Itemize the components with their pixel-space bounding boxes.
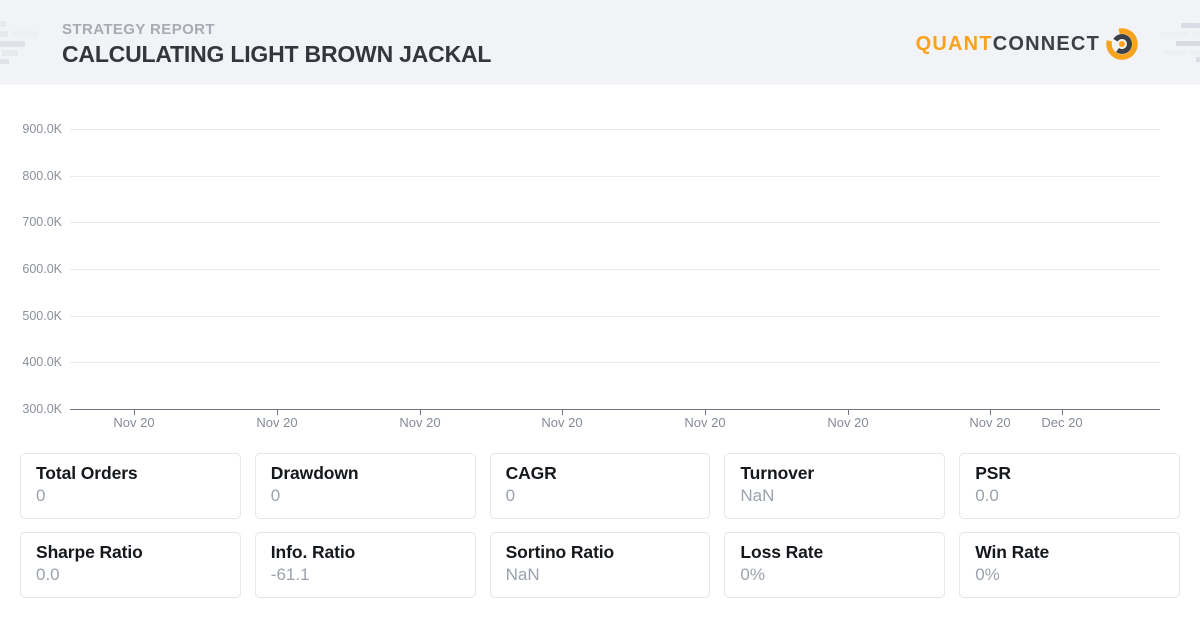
decor-bar: [2, 50, 18, 56]
stat-label: Sortino Ratio: [505, 542, 615, 562]
x-axis-tick-label: Nov 20: [541, 415, 583, 430]
gridline-row: 800.0K: [0, 168, 1200, 184]
stat-value: 0: [36, 486, 46, 505]
stat-card-total-orders: Total Orders 0: [20, 453, 241, 519]
x-axis-tick-label: Nov 20: [684, 415, 726, 430]
decor-bar: [1190, 50, 1200, 55]
stat-value: -61.1: [270, 565, 310, 584]
gridline-row: 700.0K: [0, 214, 1200, 230]
x-axis-line: [70, 409, 1160, 410]
stat-value: NaN: [740, 486, 775, 505]
gridline: [70, 269, 1160, 270]
stat-card-cagr: CAGR 0: [489, 453, 711, 519]
x-axis-tick: [705, 409, 706, 415]
equity-chart: 900.0K 800.0K 700.0K 600.0K 500.0K 400.0…: [0, 85, 1200, 445]
y-axis-tick-label: 300.0K: [22, 402, 62, 416]
stat-value: NaN: [505, 565, 540, 584]
gridline-row: 900.0K: [0, 121, 1200, 137]
decor-bar: [0, 41, 25, 47]
y-axis-tick-label: 500.0K: [22, 309, 62, 323]
stat-card-info-ratio: Info. Ratio -61.1: [254, 532, 476, 598]
decor-bar: [1181, 23, 1200, 28]
stat-value: 0%: [975, 565, 1000, 584]
y-axis-tick-label: 400.0K: [22, 355, 62, 369]
quantconnect-spiral-mark-icon: [1106, 28, 1138, 60]
y-axis-tick-label: 600.0K: [22, 262, 62, 276]
stat-label: Turnover: [740, 463, 815, 483]
stat-label: Sharpe Ratio: [36, 542, 143, 562]
y-axis-tick-label: 900.0K: [22, 122, 62, 136]
stat-card-psr: PSR 0.0: [959, 453, 1180, 519]
x-axis-tick: [420, 409, 421, 415]
gridline: [70, 176, 1160, 177]
x-axis-tick-label: Nov 20: [969, 415, 1011, 430]
stats-grid: Total Orders 0 Drawdown 0 CAGR 0 Turnove…: [0, 453, 1200, 598]
stat-value: 0.0: [36, 565, 60, 584]
gridline-row: 600.0K: [0, 261, 1200, 277]
decor-bar: [0, 21, 6, 27]
y-axis-tick-label: 700.0K: [22, 215, 62, 229]
brand-wordmark-connect: CONNECT: [992, 33, 1100, 55]
stat-label: Info. Ratio: [270, 542, 356, 562]
brand-wordmark-quant: QUANT: [915, 33, 993, 55]
decor-bar: [1176, 41, 1200, 46]
x-axis-tick: [1062, 409, 1063, 415]
stat-label: Win Rate: [975, 542, 1050, 562]
stat-value: 0: [270, 486, 281, 505]
x-axis-tick: [990, 409, 991, 415]
x-axis-tick: [277, 409, 278, 415]
stat-label: Drawdown: [270, 463, 359, 483]
stat-card-win-rate: Win Rate 0%: [959, 532, 1180, 598]
decor-bar: [1192, 32, 1200, 37]
x-axis-baseline-row: 300.0K: [0, 401, 1200, 417]
stat-card-sortino-ratio: Sortino Ratio NaN: [489, 532, 711, 598]
x-axis-tick-label: Dec 20: [1041, 415, 1083, 430]
x-axis-tick-label: Nov 20: [113, 415, 155, 430]
x-axis-tick-label: Nov 20: [827, 415, 869, 430]
x-axis-tick: [848, 409, 849, 415]
decor-bar: [1196, 57, 1200, 62]
decor-bar: [0, 59, 9, 64]
decor-bar: [12, 31, 38, 37]
stat-label: Loss Rate: [740, 542, 824, 562]
x-axis-tick-label: Nov 20: [399, 415, 441, 430]
report-type-label: STRATEGY REPORT: [62, 21, 215, 38]
decor-bar: [0, 31, 8, 37]
y-axis-tick-label: 800.0K: [22, 169, 62, 183]
gridline: [70, 222, 1160, 223]
gridline: [70, 362, 1160, 363]
stat-label: Total Orders: [36, 463, 138, 483]
stat-label: CAGR: [505, 463, 557, 483]
decor-bar: [1160, 32, 1188, 37]
brand-wordmark: QUANTCONNECT: [916, 28, 1100, 60]
x-axis-tick: [562, 409, 563, 415]
stat-card-drawdown: Drawdown 0: [254, 453, 476, 519]
report-header: STRATEGY REPORT CALCULATING LIGHT BROWN …: [0, 0, 1200, 85]
gridline: [70, 129, 1160, 130]
stat-value: 0.0: [975, 486, 999, 505]
stat-value: 0%: [740, 565, 765, 584]
gridline-row: 400.0K: [0, 354, 1200, 370]
stat-card-sharpe-ratio: Sharpe Ratio 0.0: [20, 532, 241, 598]
stat-card-loss-rate: Loss Rate 0%: [724, 532, 946, 598]
x-axis-tick-label: Nov 20: [256, 415, 298, 430]
brand-logo: QUANTCONNECT: [916, 26, 1140, 62]
gridline: [70, 316, 1160, 317]
gridline-row: 500.0K: [0, 308, 1200, 324]
stat-value: 0: [505, 486, 516, 505]
stat-card-turnover: Turnover NaN: [724, 453, 946, 519]
stat-label: PSR: [975, 463, 1011, 483]
page-title: CALCULATING LIGHT BROWN JACKAL: [62, 41, 492, 67]
x-axis-tick: [134, 409, 135, 415]
decor-bar: [1163, 50, 1186, 55]
